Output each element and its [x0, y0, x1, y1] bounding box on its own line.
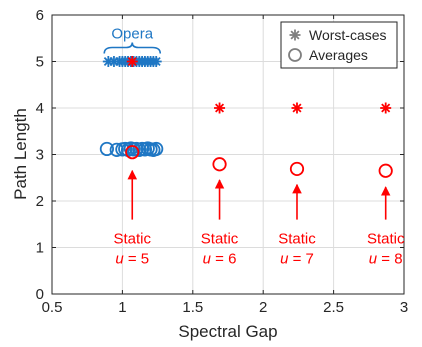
legend: Worst-cases Averages	[280, 21, 398, 69]
static-u-label: u = 7	[280, 251, 314, 268]
static-u-label: u = 5	[115, 251, 149, 268]
opera-average-point	[99, 141, 115, 157]
y-tick-label: 3	[36, 147, 44, 164]
static-average-point	[212, 157, 227, 172]
y-axis-title: Path Length	[11, 108, 30, 200]
x-tick-label: 1.5	[182, 299, 203, 316]
static-worst-case-point	[380, 102, 392, 114]
series-static-average	[125, 145, 393, 178]
static-label: Static	[113, 231, 151, 248]
y-tick-label: 2	[36, 193, 44, 210]
static-label: Static	[201, 231, 239, 248]
opera-average-point	[109, 142, 124, 157]
legend-label: Worst-cases	[309, 27, 387, 43]
opera-worst-case-point	[150, 56, 162, 67]
y-tick-label: 4	[36, 100, 44, 117]
x-tick-label: 0.5	[42, 299, 63, 316]
x-axis-title: Spectral Gap	[178, 322, 277, 341]
legend-label: Averages	[309, 47, 368, 63]
data-series	[99, 56, 393, 178]
y-tick-label: 0	[36, 286, 44, 303]
static-average-point	[289, 161, 305, 177]
annotations: Opera Static u = 5 Static u = 6 Static u = 7 St…	[103, 26, 405, 268]
x-tick-label: 2	[259, 299, 267, 316]
opera-average-point	[149, 141, 164, 157]
static-worst-case-point	[291, 102, 303, 114]
static-average-point	[378, 163, 393, 178]
y-axis-ticks: 0 1 2 3 4 5 6	[36, 7, 404, 303]
static-average-point	[125, 145, 140, 160]
series-static-worst-case	[126, 56, 392, 114]
static-u-label: u = 6	[203, 251, 237, 268]
x-tick-label: 1	[118, 299, 126, 316]
legend-asterisk-icon	[289, 29, 301, 41]
opera-label: Opera	[111, 26, 153, 43]
x-axis-ticks: 0.5 1 1.5 2 2.5 3	[42, 15, 408, 316]
y-tick-label: 5	[36, 54, 44, 71]
legend-box	[280, 21, 398, 69]
opera-brace	[103, 42, 162, 54]
x-tick-label: 2.5	[323, 299, 344, 316]
legend-circle-icon	[288, 48, 302, 62]
y-tick-label: 6	[36, 7, 44, 24]
static-worst-case-point	[214, 102, 226, 114]
x-tick-label: 3	[400, 299, 408, 316]
static-worst-case-point	[126, 56, 138, 67]
y-tick-label: 1	[36, 240, 44, 257]
static-u-label: u = 8	[369, 251, 403, 268]
static-label: Static	[367, 231, 405, 248]
static-label: Static	[278, 231, 316, 248]
series-opera-average	[99, 141, 164, 157]
